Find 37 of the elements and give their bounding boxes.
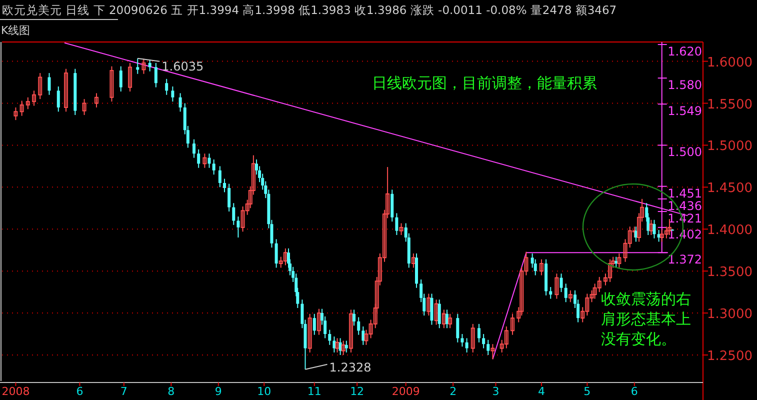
x-tick-label: 6: [630, 385, 638, 398]
y2-tick-label: 1.580: [668, 78, 702, 92]
y2-tick-label: 1.421: [668, 212, 702, 226]
y2-tick-label: 1.436: [668, 198, 702, 213]
y-tick-label: 1.3500: [707, 265, 752, 280]
y-tick-label: 1.5500: [707, 97, 752, 112]
chart-title: 欧元兑美元 日线 下 20090626 五 开1.3994 高1.3998 低1.3983 收1.3986 涨跌 -0.0011 -0.08% 量2478 额3467: [2, 3, 617, 17]
annotation: 日线欧元图，目前调整，能量积累: [372, 74, 597, 92]
y-tick-label: 1.3000: [707, 307, 752, 322]
annotation: 1.2328: [329, 360, 372, 374]
x-tick-label: 5: [584, 385, 591, 398]
y-tick-label: 1.4000: [707, 223, 752, 238]
y-tick-label: 1.5000: [707, 139, 752, 154]
x-tick-label: 2008: [2, 385, 30, 398]
y2-tick-label: 1.549: [668, 104, 702, 118]
x-tick-label: 7: [120, 385, 128, 398]
y-tick-label: 1.2500: [707, 348, 752, 364]
x-tick-label: 8: [168, 385, 175, 398]
chart-subtitle: K线图: [1, 24, 30, 37]
annotation: 收敛震荡的右肩形态基本上没有变化。: [601, 290, 691, 348]
x-tick-label: 10: [257, 385, 272, 398]
y2-tick-label: 1.451: [668, 186, 702, 200]
y2-tick-label: 1.620: [668, 44, 702, 59]
x-tick-label: 2009: [392, 385, 420, 398]
y2-tick-label: 1.500: [668, 145, 702, 160]
x-tick-label: 11: [307, 385, 322, 398]
x-tick-label: 2: [450, 385, 457, 398]
x-tick-label: 9: [214, 385, 222, 398]
y-tick-label: 1.4500: [707, 181, 752, 196]
y2-tick-label: 1.372: [668, 252, 702, 267]
x-tick-label: 12: [350, 385, 364, 398]
x-tick-label: 3: [492, 385, 500, 398]
y2-tick-label: 1.402: [668, 227, 702, 242]
x-tick-label: 4: [538, 385, 545, 398]
annotation: 1.6035: [162, 59, 204, 74]
y-tick-label: 1.6000: [707, 55, 752, 70]
x-tick-label: 6: [76, 385, 84, 398]
